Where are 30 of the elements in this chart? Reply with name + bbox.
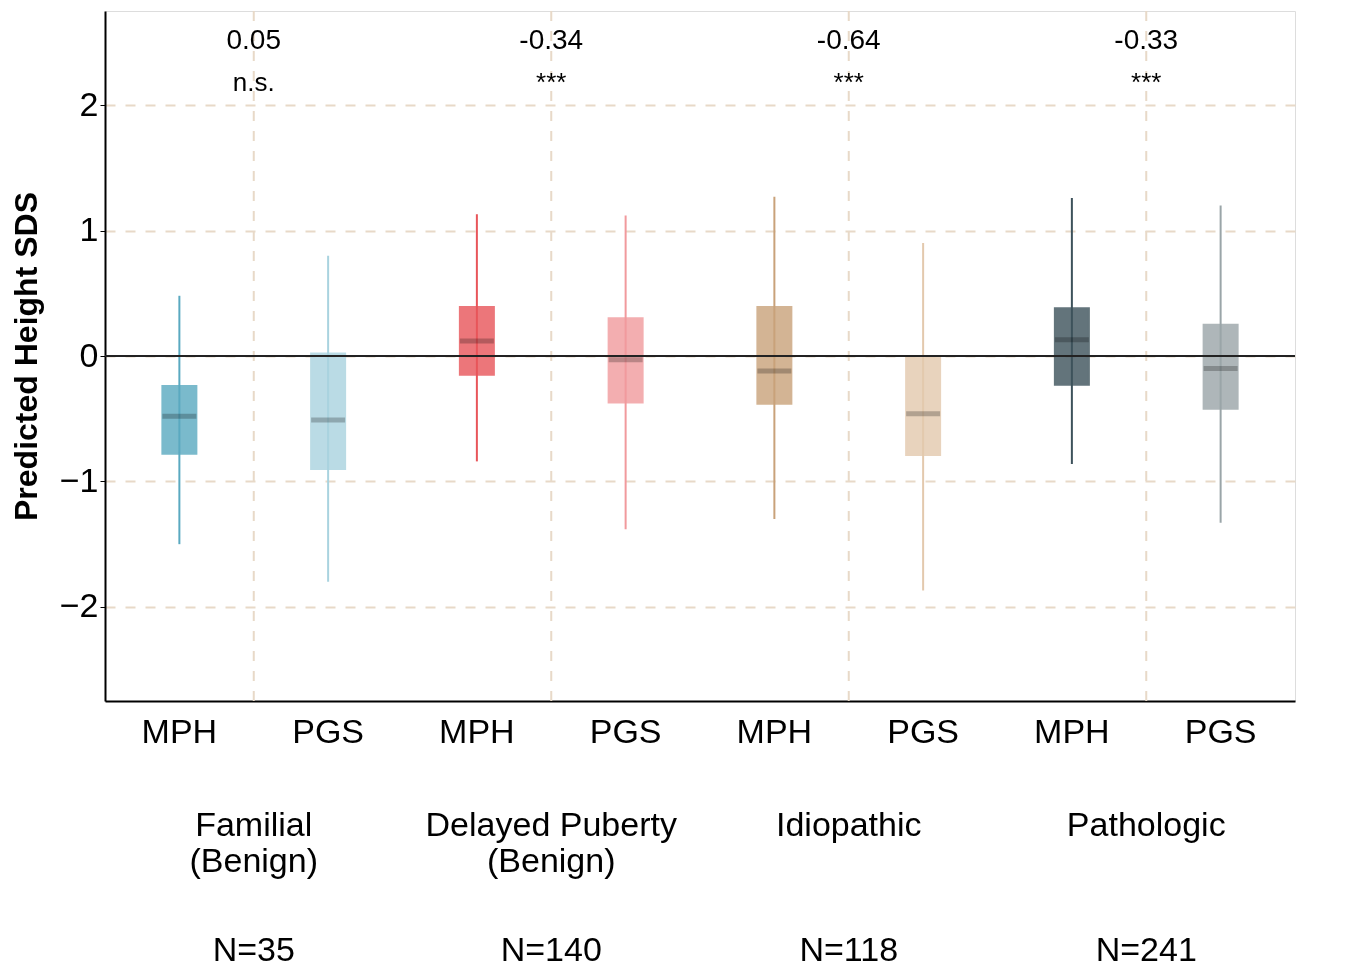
text: Delayed Puberty (Benign) bbox=[425, 805, 677, 879]
annotation: *** bbox=[536, 67, 567, 97]
y-axis-title: Predicted Height SDS bbox=[7, 192, 44, 521]
text: Pathologic bbox=[1066, 805, 1226, 843]
annotation: 0.05 bbox=[226, 24, 281, 55]
annotation: -0.34 bbox=[519, 24, 584, 55]
text: N=118 bbox=[799, 930, 899, 968]
annotation: -0.33 bbox=[1114, 24, 1179, 55]
x-tick-label: MPH bbox=[1034, 711, 1110, 750]
x-tick-label: PGS bbox=[1184, 711, 1257, 750]
y-tick-label: 2 bbox=[79, 84, 99, 123]
y-tick-label: 1 bbox=[79, 210, 99, 249]
text: N=35 bbox=[212, 930, 295, 968]
text: N=140 bbox=[500, 930, 602, 968]
annotation: n.s. bbox=[232, 67, 275, 97]
text: N=241 bbox=[1095, 930, 1197, 968]
annotation: *** bbox=[833, 67, 864, 97]
x-tick-label: PGS bbox=[589, 711, 662, 750]
y-tick-label: 0 bbox=[79, 335, 99, 374]
text: Familial (Benign) bbox=[189, 805, 319, 879]
x-tick-label: PGS bbox=[292, 711, 365, 750]
y-tick-label: −2 bbox=[59, 586, 99, 625]
annotation: -0.64 bbox=[816, 24, 881, 55]
x-tick-label: PGS bbox=[887, 711, 960, 750]
x-tick-label: MPH bbox=[141, 711, 218, 750]
annotation: *** bbox=[1131, 67, 1162, 97]
y-tick-label: −1 bbox=[59, 460, 99, 499]
x-tick-label: MPH bbox=[439, 711, 515, 750]
x-tick-label: MPH bbox=[736, 711, 813, 750]
text: Idiopathic bbox=[775, 805, 922, 843]
